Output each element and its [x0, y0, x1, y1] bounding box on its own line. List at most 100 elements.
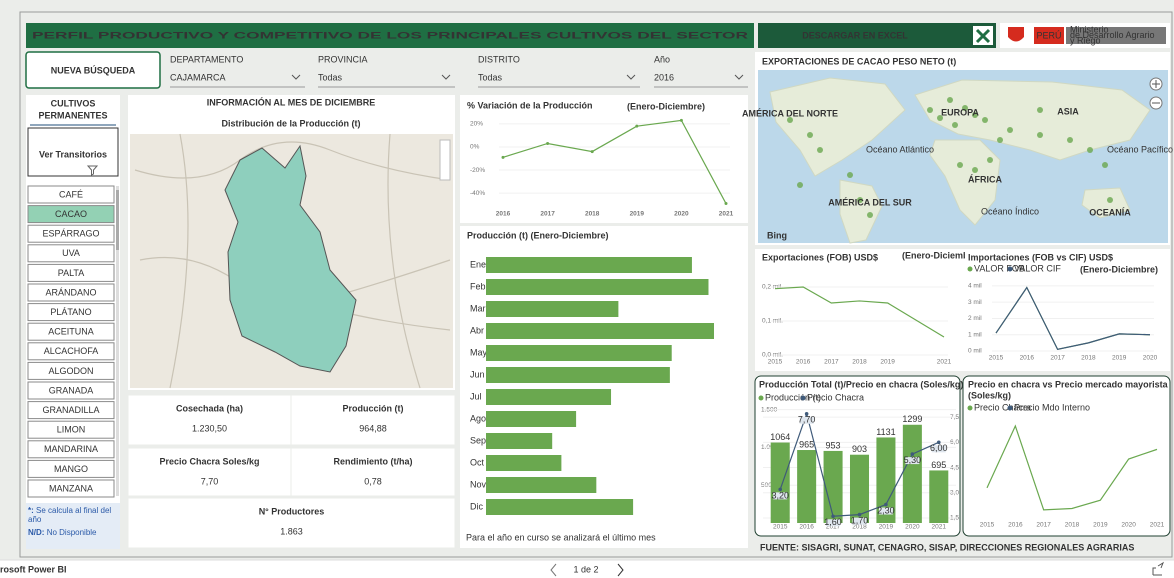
export-bubble — [1007, 127, 1013, 133]
export-bubble — [952, 122, 958, 128]
data-label: 3,20 — [771, 490, 789, 500]
map-ocean-label: Océano Pacífico — [1107, 144, 1173, 154]
bar — [771, 443, 790, 523]
legend-swatch — [968, 267, 973, 272]
bar — [486, 323, 714, 339]
data-label: 695 — [931, 460, 946, 470]
data-label: 6,00 — [930, 443, 948, 453]
export-bubble — [997, 137, 1003, 143]
data-label: 2,30 — [877, 505, 895, 515]
crop-label[interactable]: ARÁNDANO — [45, 287, 96, 297]
bar — [486, 499, 633, 515]
y-tick-label: 4 mil — [968, 283, 982, 290]
data-label: 1131 — [876, 427, 895, 437]
y-tick-label: Mar — [470, 303, 486, 313]
x-tick-label: 2015 — [768, 359, 783, 366]
chart-title: Importaciones (FOB vs CIF) USD$ — [968, 252, 1113, 262]
y-tick-label: -40% — [470, 190, 485, 197]
x-tick-label: 2017 — [1050, 355, 1065, 362]
x-tick-label: 2021 — [932, 524, 947, 531]
y-tick-label: Jul — [470, 391, 482, 401]
search-label[interactable]: NUEVA BÚSQUEDA — [51, 64, 136, 75]
crop-label[interactable]: ACEITUNA — [48, 327, 94, 337]
x-tick-label: 2017 — [1036, 522, 1051, 529]
crop-label[interactable]: CACAO — [55, 209, 87, 219]
export-bubble — [972, 167, 978, 173]
legend-swatch — [759, 396, 764, 401]
note-key: *: — [28, 506, 34, 515]
chart-note: Para el año en curso se analizará el últ… — [466, 532, 656, 542]
filter-label: PROVINCIA — [318, 54, 368, 64]
note-text: No Disponible — [47, 528, 97, 537]
x-tick-label: 2021 — [937, 359, 952, 366]
filter-label: DISTRITO — [478, 54, 520, 64]
y-tick-label: 1 mil — [968, 331, 982, 338]
crop-label[interactable]: CAFÉ — [59, 189, 83, 199]
crop-label[interactable]: ALGODON — [48, 366, 93, 376]
bar — [486, 433, 552, 449]
crop-label[interactable]: ALCACHOFA — [44, 346, 99, 356]
kpi-label: Precio Chacra Soles/kg — [159, 456, 259, 466]
x-tick-label: 2020 — [1143, 355, 1158, 362]
x-tick-label: 2019 — [879, 524, 894, 531]
export-bubble — [957, 162, 963, 168]
legend-swatch — [1008, 406, 1013, 411]
legend-label: Precio Chacra — [807, 392, 864, 402]
x-tick-label: 2019 — [630, 211, 645, 218]
map-region-label: OCEANÍA — [1089, 207, 1131, 217]
crop-label[interactable]: PLÁTANO — [50, 307, 91, 317]
export-bubble — [947, 97, 953, 103]
export-bubble — [1037, 132, 1043, 138]
filter-value[interactable]: Todas — [318, 72, 343, 82]
tab-title: CULTIVOS — [51, 98, 96, 108]
download-label[interactable]: DESCARGAR EN EXCEL — [802, 30, 908, 40]
x-tick-label: 2019 — [1093, 522, 1108, 529]
source: FUENTE: SISAGRI, SUNAT, CENAGRO, SISAP, … — [760, 542, 1134, 552]
map-region-label: AMÉRICA DEL SUR — [828, 197, 912, 207]
note: *: Se calcula al final del año — [28, 506, 118, 524]
export-bubble — [987, 157, 993, 163]
y-tick-label: 0% — [470, 144, 480, 151]
page-title: PERFIL PRODUCTIVO Y COMPETITIVO DE LOS P… — [32, 30, 749, 40]
y-tick-label: Ene — [470, 259, 486, 269]
crop-label[interactable]: LIMON — [57, 425, 86, 435]
crop-label[interactable]: GRANADILLA — [42, 405, 99, 415]
data-label: 1064 — [770, 432, 790, 442]
export-bubble — [807, 132, 813, 138]
filter-value[interactable]: 2016 — [654, 72, 674, 82]
kpi-value: 7,70 — [201, 476, 219, 486]
data-label: 1299 — [902, 414, 922, 424]
y-tick-label: Jun — [470, 369, 485, 379]
point — [546, 142, 549, 145]
filter-label: DEPARTAMENTO — [170, 54, 243, 64]
x-tick-label: 2019 — [880, 359, 895, 366]
crop-label[interactable]: GRANADA — [49, 385, 94, 395]
kpi-value: 1.230,50 — [192, 423, 227, 433]
chart-title: Producción (t) (Enero-Diciembre) — [467, 230, 609, 240]
crop-label[interactable]: PALTA — [58, 268, 85, 278]
crop-label[interactable]: MANGO — [54, 464, 88, 474]
kpi-value: 964,88 — [359, 423, 387, 433]
tab-title: PERMANENTES — [38, 110, 107, 120]
export-bubble — [867, 212, 873, 218]
crop-label[interactable]: MANZANA — [49, 483, 93, 493]
bar — [486, 389, 611, 405]
crop-label[interactable]: UVA — [62, 248, 80, 258]
crop-label[interactable]: MANDARINA — [44, 444, 98, 454]
map-region-label: EUROPA — [941, 107, 979, 117]
scroll-thumb — [116, 190, 119, 250]
point — [502, 156, 505, 159]
y-tick-label: May — [470, 347, 488, 357]
bar — [850, 455, 869, 523]
crop-label[interactable]: ESPÁRRAGO — [42, 229, 99, 239]
export-bubble — [982, 117, 988, 123]
filter-value[interactable]: CAJAMARCA — [170, 72, 226, 82]
y-tick-label: Dic — [470, 501, 483, 511]
bar — [486, 455, 561, 471]
filter-value[interactable]: Todas — [478, 72, 503, 82]
bar — [486, 367, 670, 383]
export-bubble — [847, 172, 853, 178]
toggle-label[interactable]: Ver Transitorios — [39, 149, 107, 159]
legend-swatch — [1008, 267, 1013, 272]
x-tick-label: 2015 — [980, 522, 995, 529]
